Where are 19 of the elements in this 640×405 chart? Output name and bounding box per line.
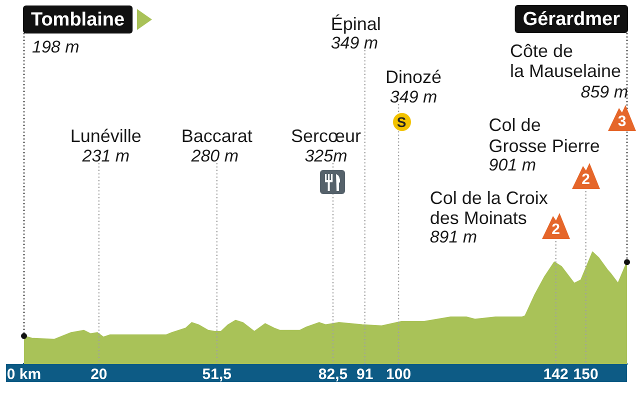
ref-line-label: Tomblaine 198 m (31, 10, 125, 57)
ref-line-label: Dinozé 349 m (386, 66, 442, 107)
ref-line-label: Épinal 349 m (330, 14, 381, 53)
text: 3 (616, 113, 628, 130)
x-tick-label: 91 (356, 366, 374, 384)
x-tick-label: 142 (543, 366, 568, 384)
ref-line-label: Col de la Croix des Moinats 891 m (430, 188, 548, 247)
x-tick-label: 100 (386, 366, 412, 384)
x-tick-label: 82,5 (318, 366, 348, 384)
ref-line-label: Lunéville 231 m (70, 126, 142, 166)
x-tick-label: 150 (573, 366, 598, 384)
ref-line-label: Sercœur 325m (290, 126, 361, 166)
x-tick-label: 0 km (6, 366, 42, 384)
annotation: Côte de la Mauselaine 859 m (510, 40, 628, 102)
ref-line-label: Gérardmer (522, 9, 621, 30)
x-tick-label: 51,5 (202, 366, 232, 384)
ref-line-label: Baccarat 280 m (181, 126, 252, 166)
x-tick-label: 20 (90, 366, 108, 384)
text: 2 (550, 221, 561, 238)
